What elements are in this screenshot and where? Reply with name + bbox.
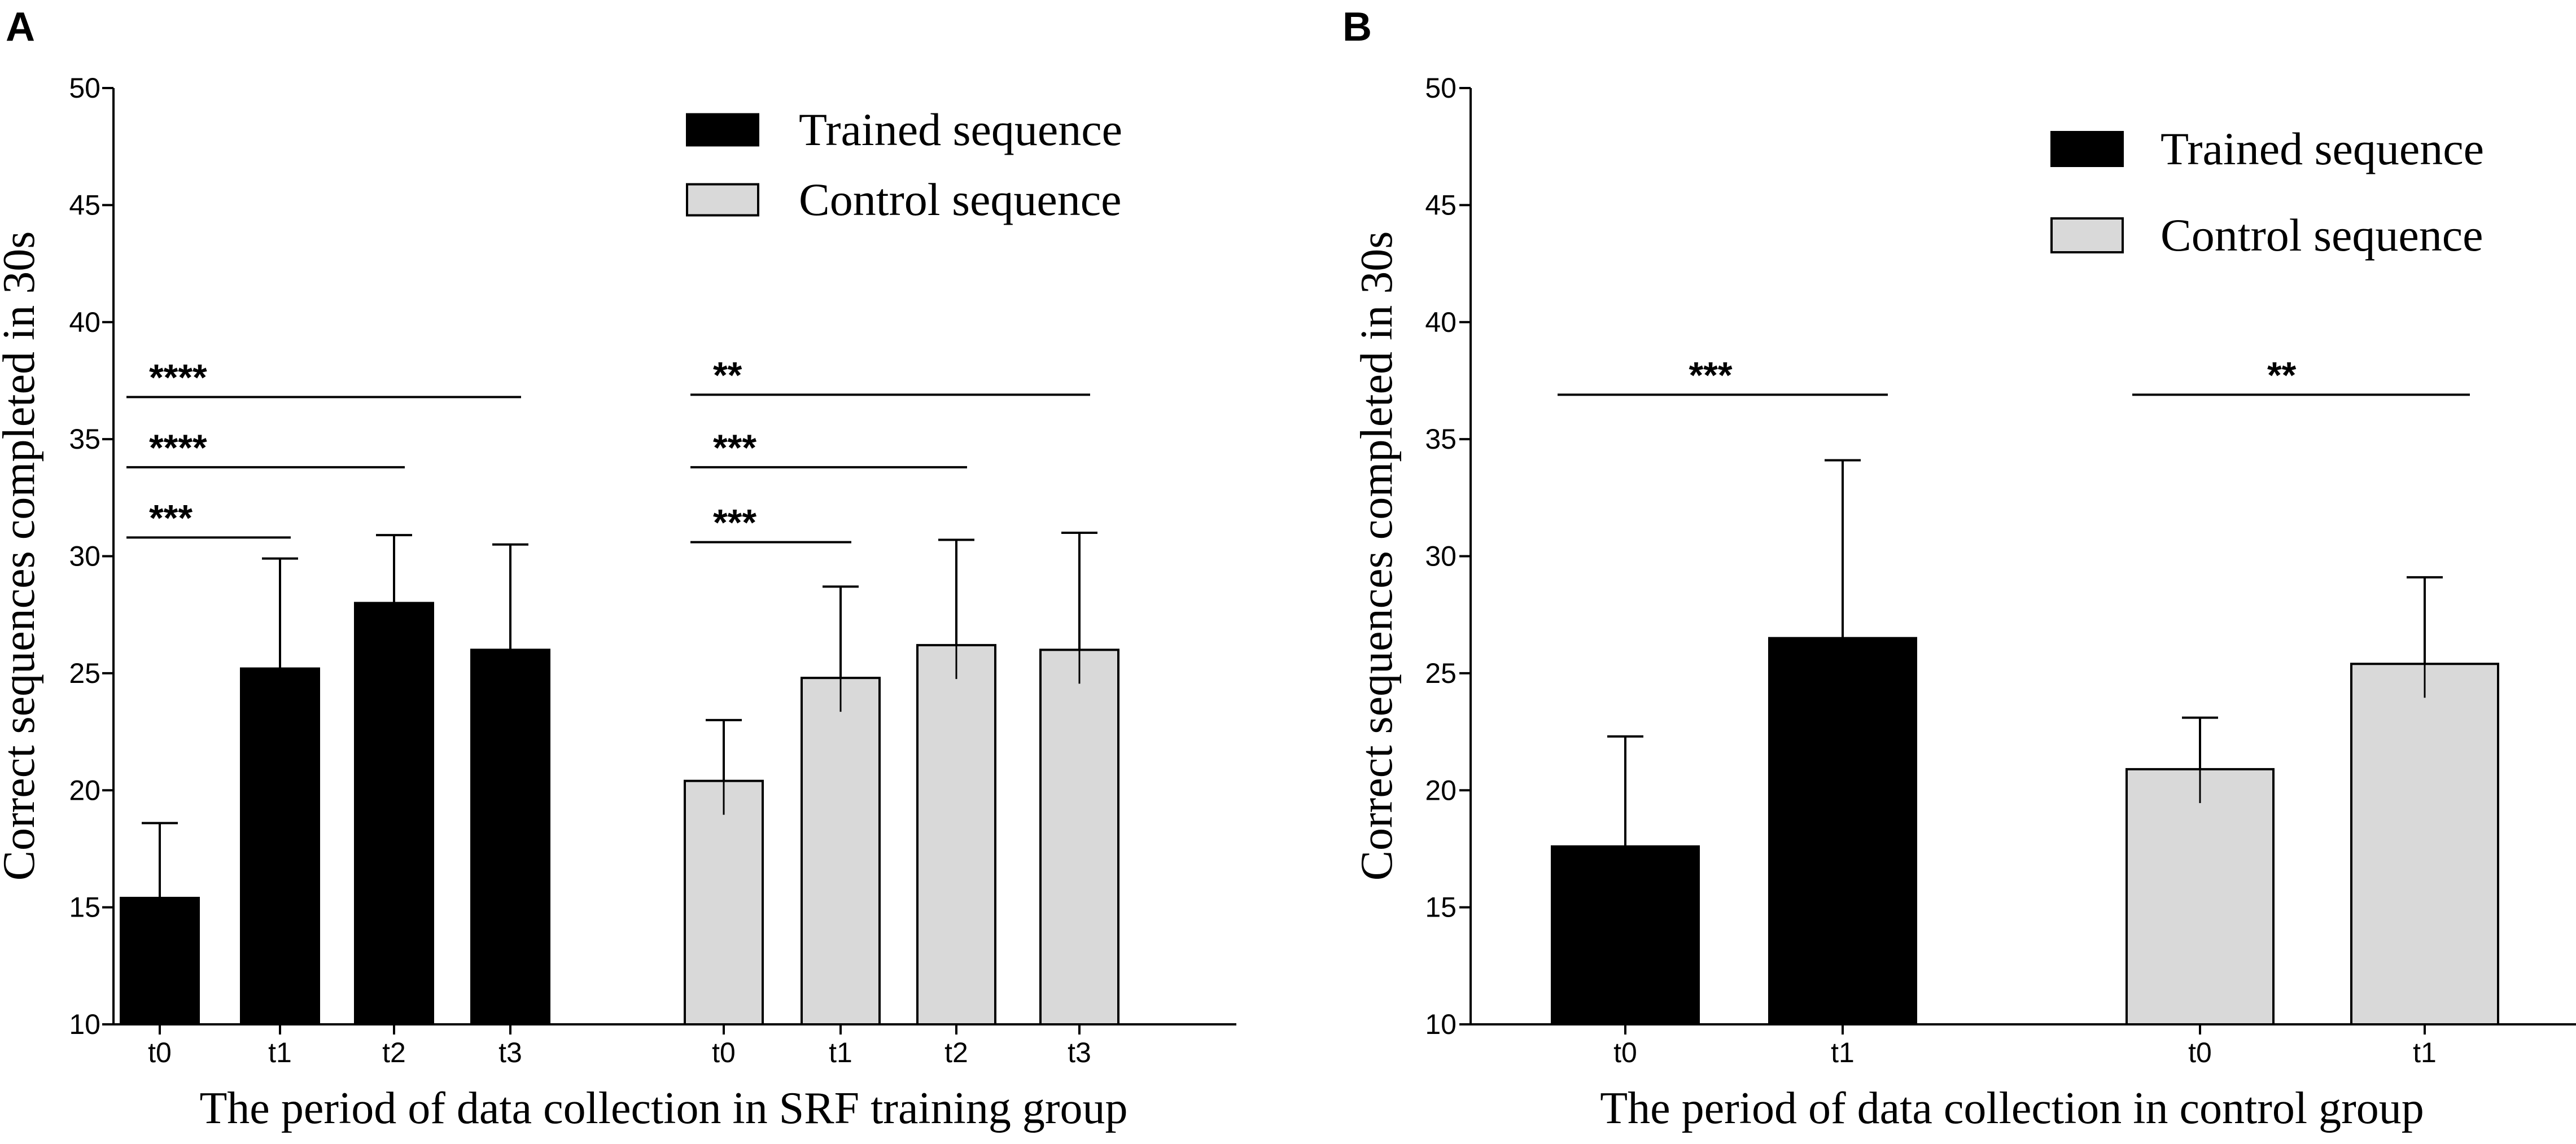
x-category-label: t0: [2188, 1037, 2212, 1068]
y-tick-label: 45: [1425, 189, 1457, 221]
y-tick-label: 35: [1425, 423, 1457, 455]
x-category-label: t2: [944, 1037, 968, 1068]
legend-label: Control sequence: [799, 174, 1122, 225]
bar-control-t0: [2125, 768, 2275, 1025]
legend-label: Trained sequence: [2160, 123, 2484, 174]
x-category-label: t0: [1613, 1037, 1637, 1068]
legend-label: Control sequence: [2160, 209, 2483, 261]
y-tick-label: 50: [69, 72, 100, 104]
y-tick-label: 15: [69, 892, 100, 923]
legend-swatch-trained: [2050, 131, 2124, 167]
y-tick-label: 40: [69, 306, 100, 338]
y-axis-title: Correct sequences completed in 30s: [0, 231, 44, 881]
x-category-label: t3: [1068, 1037, 1091, 1068]
bar-trained-t2: [354, 602, 434, 1025]
y-axis-title: Correct sequences completed in 30s: [1352, 231, 1402, 881]
y-tick-label: 50: [1425, 72, 1457, 104]
x-axis-title: The period of data collection in control…: [1600, 1084, 2424, 1133]
x-category-label: t1: [268, 1037, 292, 1068]
significance-label: ****: [149, 356, 207, 398]
legend-swatch-control: [2050, 217, 2124, 253]
panel-b: B 10 15 20 25 30 35 40 45 50 Correct sequences com…: [1342, 5, 2576, 1133]
x-category-label: t1: [2413, 1037, 2437, 1068]
y-tick-label: 25: [1425, 658, 1457, 689]
significance-label: ***: [713, 502, 756, 543]
y-tick-label: 20: [1425, 774, 1457, 806]
bar-control-t2: [916, 644, 996, 1025]
bar-trained-t3: [470, 648, 550, 1025]
x-category-label: t0: [712, 1037, 736, 1068]
significance-label: ***: [149, 497, 193, 538]
legend-swatch-trained: [686, 113, 759, 147]
y-tick-label: 35: [69, 423, 100, 455]
panel-letter: B: [1342, 5, 1372, 50]
y-tick-label: 45: [69, 189, 100, 221]
y-tick-label: 40: [1425, 306, 1457, 338]
legend: Trained sequence Control sequence: [2050, 123, 2484, 261]
x-category-label: t1: [1831, 1037, 1855, 1068]
bar-trained-t1: [240, 667, 320, 1025]
x-category-label: t2: [382, 1037, 406, 1068]
x-axis-title: The period of data collection in SRF tra…: [199, 1084, 1127, 1133]
significance-label: ***: [1689, 354, 1733, 396]
bar-trained-t0: [120, 897, 200, 1026]
significance-label: **: [713, 354, 742, 396]
bar-control-t1: [2350, 663, 2499, 1026]
bar-control-t0: [684, 779, 764, 1026]
y-tick-label: 15: [1425, 892, 1457, 923]
bar-control-t3: [1039, 648, 1119, 1025]
x-category-label: t1: [829, 1037, 852, 1068]
y-tick-label: 30: [69, 541, 100, 572]
significance-label: **: [2267, 354, 2297, 396]
legend-swatch-control: [686, 183, 759, 217]
y-tick-label: 10: [69, 1009, 100, 1040]
bar-trained-t0: [1551, 845, 1700, 1026]
panel-letter: A: [6, 5, 35, 50]
panel-a: A 10 15 20 25 30 35 40 45 50 Correct sequences com…: [0, 5, 1236, 1133]
y-tick-label: 30: [1425, 541, 1457, 572]
legend-label: Trained sequence: [799, 104, 1122, 155]
bar-control-t1: [801, 677, 881, 1026]
y-tick-label: 20: [69, 774, 100, 806]
y-tick-label: 10: [1425, 1009, 1457, 1040]
y-tick-label: 25: [69, 658, 100, 689]
legend: Trained sequence Control sequence: [686, 104, 1122, 225]
significance-label: ****: [149, 427, 207, 468]
x-category-label: t0: [148, 1037, 172, 1068]
significance-label: ***: [713, 427, 756, 468]
x-category-label: t3: [498, 1037, 522, 1068]
bar-trained-t1: [1768, 637, 1917, 1025]
